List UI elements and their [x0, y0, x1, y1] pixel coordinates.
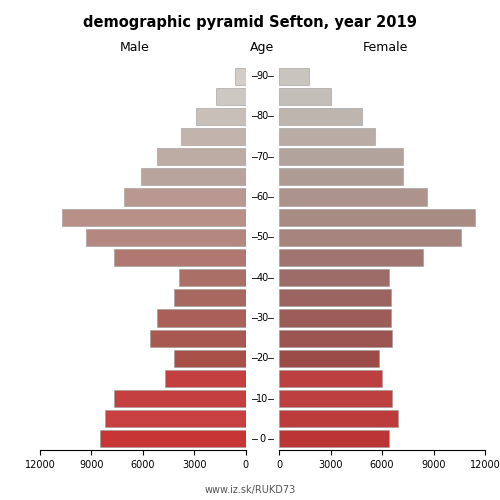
Text: Male: Male — [120, 41, 150, 54]
Text: 40: 40 — [256, 272, 268, 282]
Bar — [196, 108, 246, 125]
Bar — [156, 148, 246, 166]
Text: 60: 60 — [256, 192, 268, 202]
Bar — [279, 330, 392, 346]
Bar — [279, 289, 390, 306]
Bar — [86, 229, 246, 246]
Bar — [114, 249, 246, 266]
Bar — [174, 350, 246, 367]
Bar — [279, 168, 402, 186]
Bar — [279, 229, 461, 246]
Bar — [279, 269, 389, 286]
Bar — [179, 269, 246, 286]
Text: demographic pyramid Sefton, year 2019: demographic pyramid Sefton, year 2019 — [83, 15, 417, 30]
Bar — [279, 350, 378, 367]
Text: 30: 30 — [256, 313, 268, 323]
Bar — [150, 330, 246, 346]
Bar — [279, 188, 426, 206]
Bar — [156, 310, 246, 326]
Bar — [279, 68, 310, 84]
Bar — [180, 128, 246, 145]
Bar — [279, 128, 376, 145]
Text: Female: Female — [362, 41, 408, 54]
Bar — [279, 208, 474, 226]
Bar — [279, 430, 389, 448]
Bar — [279, 88, 330, 105]
Text: www.iz.sk/RUKD73: www.iz.sk/RUKD73 — [204, 485, 296, 495]
Text: 80: 80 — [256, 112, 268, 122]
Bar — [279, 249, 424, 266]
Bar — [234, 68, 246, 84]
Bar — [279, 108, 361, 125]
Text: Age: Age — [250, 41, 274, 54]
Bar — [165, 370, 246, 387]
Bar — [279, 390, 392, 407]
Text: 50: 50 — [256, 232, 268, 242]
Text: 10: 10 — [256, 394, 268, 404]
Bar — [62, 208, 246, 226]
Bar — [105, 410, 246, 428]
Text: 20: 20 — [256, 354, 268, 364]
Bar — [100, 430, 246, 448]
Bar — [124, 188, 246, 206]
Text: 90: 90 — [256, 71, 268, 81]
Text: 70: 70 — [256, 152, 268, 162]
Bar — [114, 390, 246, 407]
Bar — [174, 289, 246, 306]
Bar — [279, 148, 402, 166]
Bar — [141, 168, 246, 186]
Bar — [216, 88, 246, 105]
Bar — [279, 310, 390, 326]
Bar — [279, 410, 398, 428]
Text: 0: 0 — [260, 434, 266, 444]
Bar — [279, 370, 382, 387]
